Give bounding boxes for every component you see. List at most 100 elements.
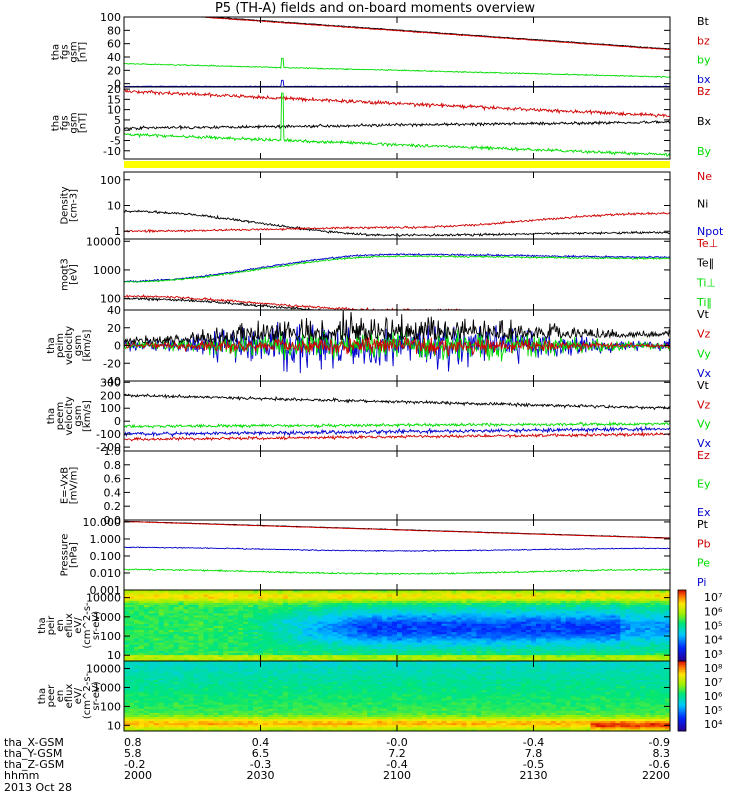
spectrogram-cell xyxy=(605,594,611,597)
spectrogram-cell xyxy=(223,665,229,668)
spectrogram-cell xyxy=(550,608,557,612)
spectrogram-cell xyxy=(297,602,304,606)
spectrogram-cell xyxy=(178,638,184,641)
spectrogram-cell xyxy=(258,621,264,624)
spectrogram-cell xyxy=(486,629,492,633)
spectrogram-cell xyxy=(426,625,433,628)
spectrogram-cell xyxy=(173,602,179,606)
spectrogram-cell xyxy=(173,625,179,628)
spectrogram-cell xyxy=(198,658,204,662)
spectrogram-cell xyxy=(342,608,348,612)
spectrogram-cell xyxy=(540,656,547,660)
spectrogram-cell xyxy=(272,656,279,660)
spectrogram-cell xyxy=(397,623,403,626)
spectrogram-cell xyxy=(168,700,175,703)
spectrogram-cell xyxy=(362,608,368,612)
spectrogram-cell xyxy=(248,652,254,656)
spectrogram-cell xyxy=(491,592,497,595)
spectrogram-cell xyxy=(168,612,175,616)
spectrogram-cell xyxy=(138,629,145,633)
spectrogram-cell xyxy=(213,683,219,687)
spectrogram-cell xyxy=(426,608,433,612)
spectrogram-cell xyxy=(243,673,249,676)
spectrogram-cell xyxy=(630,594,636,597)
spectrogram-cell xyxy=(228,640,234,643)
spectrogram-cell xyxy=(307,629,314,633)
spectrogram-cell xyxy=(401,598,408,601)
spectrogram-cell xyxy=(560,625,567,628)
spectrogram-cell xyxy=(297,625,304,628)
spectrogram-cell xyxy=(307,642,314,645)
spectrogram-cell xyxy=(575,612,582,616)
spectrogram-cell xyxy=(253,726,259,730)
spectrogram-cell xyxy=(138,650,145,654)
spectrogram-cell xyxy=(223,700,229,703)
spectrogram-cell xyxy=(124,644,130,647)
spectrogram-cell xyxy=(347,592,353,595)
spectrogram-cell xyxy=(436,654,443,658)
spectrogram-cell xyxy=(580,629,587,633)
spectrogram-cell xyxy=(401,623,408,626)
spectrogram-cell xyxy=(188,598,194,601)
spectrogram-cell xyxy=(307,600,314,603)
spectrogram-cell xyxy=(635,640,641,643)
spectrogram-cell xyxy=(461,633,467,637)
spectrogram-cell xyxy=(208,627,214,631)
spectrogram-cell xyxy=(441,646,448,649)
spectrogram-cell xyxy=(665,644,671,647)
spectrogram-cell xyxy=(382,600,388,603)
spectrogram-cell xyxy=(476,612,482,616)
spectrogram-cell xyxy=(496,604,502,608)
spectrogram-cell xyxy=(297,606,304,610)
spectrogram-cell xyxy=(302,594,309,597)
spectrogram-cell xyxy=(143,638,150,641)
spectrogram-cell xyxy=(531,598,537,601)
spectrogram-cell xyxy=(168,617,175,620)
spectrogram-cell xyxy=(238,656,244,660)
spectrogram-cell xyxy=(511,625,517,628)
spectrogram-cell xyxy=(133,658,140,662)
spectrogram-cell xyxy=(610,598,616,601)
spectrogram-cell xyxy=(471,631,477,635)
spectrogram-cell xyxy=(292,650,299,654)
spectrogram-cell xyxy=(431,608,438,612)
spectrogram-cell xyxy=(198,594,204,597)
spectrogram-cell xyxy=(243,706,249,709)
spectrogram-cell xyxy=(198,633,204,637)
spectrogram-cell xyxy=(317,654,323,658)
spectrogram-cell xyxy=(267,654,274,658)
spectrogram-cell xyxy=(277,610,284,614)
spectrogram-cell xyxy=(615,590,621,593)
spectrogram-cell xyxy=(595,600,601,603)
spectrogram-cell xyxy=(575,623,582,626)
spectrogram-cell xyxy=(570,612,577,616)
spectrogram-cell xyxy=(337,604,343,608)
spectrogram-cell xyxy=(640,646,646,649)
spectrogram-cell xyxy=(312,590,318,593)
spectrogram-cell xyxy=(471,596,477,599)
spectrogram-cell xyxy=(322,629,328,633)
spectrogram-cell xyxy=(248,612,254,616)
spectrogram-cell xyxy=(451,612,457,616)
spectrogram-cell xyxy=(471,638,477,641)
legend-entry: By xyxy=(697,145,712,158)
y-axis-label: gsm xyxy=(69,41,80,62)
spectrogram-cell xyxy=(223,683,229,687)
spectrogram-cell xyxy=(143,633,150,637)
y-tick-label: 0 xyxy=(114,124,121,137)
spectrogram-cell xyxy=(397,617,403,620)
spectrogram-cell xyxy=(362,604,368,608)
spectrogram-cell xyxy=(307,617,314,620)
spectrogram-cell xyxy=(163,669,170,672)
spectrogram-cell xyxy=(387,629,393,633)
spectrogram-cell xyxy=(620,640,626,643)
spectrogram-cell xyxy=(208,648,214,651)
spectrogram-cell xyxy=(486,594,492,597)
y-axis-label: eV/ xyxy=(73,617,84,634)
spectrogram-cell xyxy=(655,627,661,631)
spectrogram-cell xyxy=(421,654,428,658)
spectrogram-cell xyxy=(555,658,562,662)
spectrogram-cell xyxy=(128,722,135,726)
spectrogram-cell xyxy=(208,633,214,637)
spectrogram-cell xyxy=(506,650,512,654)
